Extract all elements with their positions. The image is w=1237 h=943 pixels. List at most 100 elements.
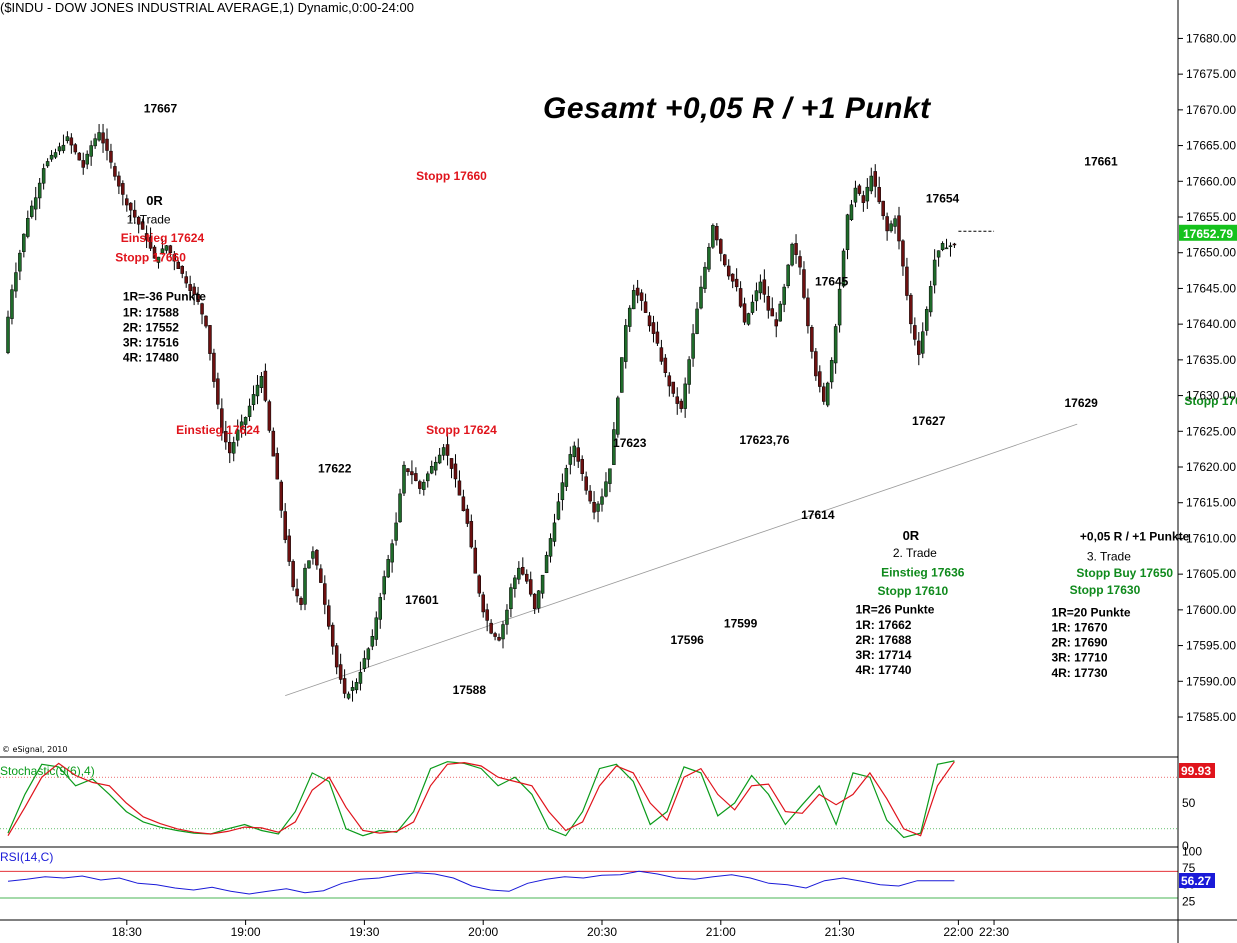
candle-body	[730, 273, 735, 282]
candle-body	[117, 175, 121, 187]
candle-body	[897, 215, 901, 242]
candle-body	[726, 265, 731, 277]
candle-body	[382, 576, 386, 595]
candle-body	[659, 347, 664, 362]
annotation-label: 17596	[670, 633, 704, 647]
candle-body	[152, 246, 157, 259]
rsi-value-tag	[1179, 873, 1215, 888]
y-tick-label: 17610.00	[1186, 531, 1236, 545]
candle-body	[6, 316, 10, 354]
annotation-label: 1R=20 Punkte	[1051, 605, 1130, 619]
candle-body	[928, 286, 933, 313]
annotation-label: 17667	[144, 102, 178, 116]
x-tick-label: 18:30	[112, 925, 142, 939]
candle-body	[216, 378, 220, 405]
annotation-label: 17645	[815, 275, 849, 289]
rsi-line	[7, 870, 955, 895]
y-tick-label: 17680.00	[1186, 31, 1236, 45]
annotation-label: 2. Trade	[893, 546, 937, 560]
annotation-label: Stopp 17610	[878, 584, 949, 598]
annotation-label: 17614	[801, 508, 835, 522]
candle-body	[881, 200, 885, 217]
candle-body	[501, 624, 505, 640]
candle-body	[457, 480, 462, 496]
y-tick-label: 17665.00	[1186, 139, 1236, 153]
candle-body	[287, 535, 291, 562]
candle-body	[932, 259, 937, 286]
candle-body	[719, 239, 723, 254]
candle-body	[477, 575, 481, 594]
stochastic-tick-label: 50	[1182, 796, 1196, 810]
candle-body	[307, 560, 311, 569]
candle-body	[841, 250, 846, 287]
x-tick-label: 19:00	[231, 925, 261, 939]
last-price-tag	[1179, 224, 1237, 241]
candle-body	[176, 261, 181, 269]
annotation-label: 2R: 17688	[855, 633, 911, 647]
candle-body	[180, 265, 184, 274]
candle-body	[338, 664, 343, 680]
candle-body	[738, 288, 743, 307]
candle-body	[394, 522, 398, 541]
annotation-label: 4R: 17480	[123, 350, 179, 364]
y-tick-label: 17655.00	[1186, 210, 1236, 224]
candle-body	[917, 340, 921, 355]
candle-body	[833, 326, 838, 364]
candle-body	[73, 144, 78, 153]
candle-body	[679, 400, 683, 409]
candle-body	[774, 319, 778, 327]
candle-body	[580, 459, 584, 474]
annotation-label: Stopp 17624	[426, 423, 497, 437]
rsi-title: RSI(14,C)	[0, 850, 53, 864]
candle-body	[624, 325, 628, 362]
candle-body	[627, 307, 632, 327]
candle-body	[667, 375, 672, 387]
candle-body	[267, 401, 272, 431]
candle-body	[921, 331, 925, 354]
candle-body	[358, 671, 363, 684]
candle-body	[406, 468, 410, 473]
candle-body	[822, 386, 826, 402]
candle-body	[433, 461, 438, 471]
candle-body	[552, 522, 557, 542]
candle-body	[390, 543, 394, 563]
candle-body	[837, 288, 842, 326]
candle-body	[362, 658, 367, 669]
annotation-label: 17623,76	[739, 433, 789, 447]
x-tick-label: 21:30	[825, 925, 855, 939]
annotation-label: Stopp Buy 17650	[1076, 566, 1173, 580]
candle-body	[271, 430, 276, 457]
candle-body	[354, 682, 359, 691]
candle-body	[327, 605, 331, 627]
candle-body	[750, 301, 755, 313]
candle-body	[560, 482, 565, 501]
y-tick-label: 17585.00	[1186, 710, 1236, 724]
candle-body	[695, 308, 699, 334]
candle-body	[485, 609, 489, 621]
candle-body	[885, 216, 889, 232]
candle-body	[121, 183, 125, 195]
annotation-label: 1R=-36 Punkte	[123, 290, 206, 304]
stochastic-line	[7, 761, 955, 837]
annotation-label: 1. Trade	[127, 212, 171, 226]
candle-body	[936, 250, 941, 258]
annotation-label: 2R: 17552	[123, 320, 179, 334]
y-tick-label: 17660.00	[1186, 174, 1236, 188]
candle-body	[544, 554, 549, 573]
candle-body	[762, 279, 767, 295]
candle-body	[497, 637, 501, 641]
candle-body	[643, 301, 648, 313]
annotation-label: 17654	[926, 192, 960, 206]
candle-body	[651, 322, 656, 334]
candle-body	[410, 471, 414, 476]
candle-body	[160, 248, 165, 254]
candle-body	[342, 678, 347, 694]
annotation-label: 17601	[405, 593, 439, 607]
y-tick-label: 17590.00	[1186, 674, 1236, 688]
candle-body	[592, 502, 596, 513]
stochastic-line	[7, 760, 955, 839]
candle-body	[41, 168, 46, 184]
candle-body	[69, 137, 74, 146]
y-tick-label: 17625.00	[1186, 424, 1236, 438]
